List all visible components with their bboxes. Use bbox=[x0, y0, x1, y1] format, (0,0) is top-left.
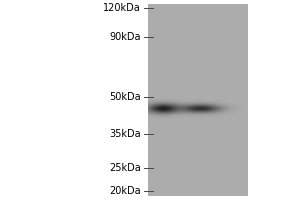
Text: 120kDa: 120kDa bbox=[103, 3, 141, 13]
Text: 25kDa: 25kDa bbox=[109, 163, 141, 173]
Text: 35kDa: 35kDa bbox=[110, 129, 141, 139]
Text: 50kDa: 50kDa bbox=[110, 92, 141, 102]
Text: 20kDa: 20kDa bbox=[110, 186, 141, 196]
Text: 90kDa: 90kDa bbox=[110, 32, 141, 42]
